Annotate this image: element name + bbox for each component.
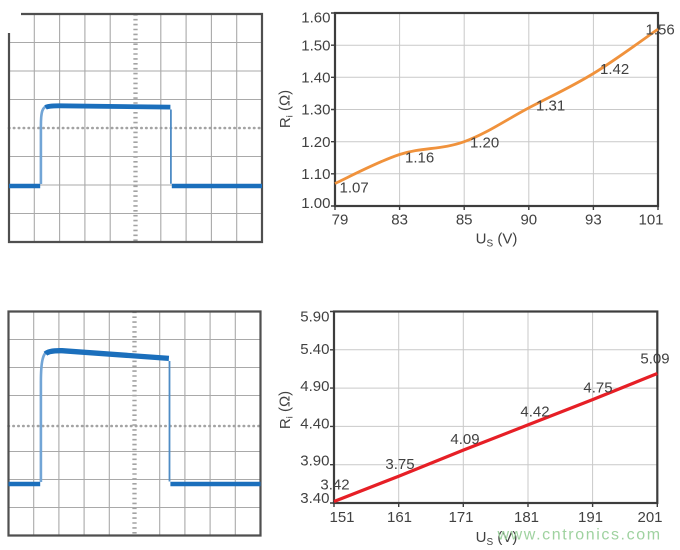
svg-text:101: 101: [638, 212, 663, 229]
svg-text:1.10: 1.10: [301, 166, 330, 183]
svg-text:5.09: 5.09: [640, 351, 669, 368]
svg-text:Ri (Ω): Ri (Ω): [277, 391, 296, 429]
svg-text:4.09: 4.09: [450, 431, 479, 448]
svg-text:1.40: 1.40: [301, 70, 330, 87]
svg-text:151: 151: [329, 509, 354, 526]
svg-text:3.40: 3.40: [300, 490, 329, 507]
svg-text:4.90: 4.90: [300, 378, 329, 395]
svg-text:85: 85: [456, 212, 473, 229]
svg-text:83: 83: [391, 212, 408, 229]
svg-text:201: 201: [637, 509, 662, 526]
svg-text:US (V): US (V): [476, 529, 518, 548]
svg-text:www.cntronics.com: www.cntronics.com: [497, 527, 662, 544]
svg-text:4.75: 4.75: [583, 380, 612, 397]
svg-text:1.31: 1.31: [536, 98, 565, 115]
svg-text:1.16: 1.16: [405, 150, 434, 167]
svg-text:5.40: 5.40: [300, 341, 329, 358]
svg-text:161: 161: [387, 509, 412, 526]
svg-text:1.42: 1.42: [600, 61, 629, 78]
svg-text:Ri (Ω): Ri (Ω): [277, 90, 296, 128]
svg-text:90: 90: [520, 212, 537, 229]
svg-text:1.60: 1.60: [301, 10, 330, 27]
svg-text:US (V): US (V): [476, 231, 518, 250]
svg-text:4.42: 4.42: [520, 404, 549, 421]
svg-text:171: 171: [448, 509, 473, 526]
svg-text:1.50: 1.50: [301, 37, 330, 54]
svg-text:4.40: 4.40: [300, 416, 329, 433]
svg-text:1.07: 1.07: [340, 180, 369, 197]
svg-text:3.42: 3.42: [320, 477, 349, 494]
svg-text:181: 181: [514, 509, 539, 526]
svg-text:1.00: 1.00: [301, 195, 330, 212]
svg-text:1.56: 1.56: [646, 22, 675, 39]
svg-text:79: 79: [332, 212, 349, 229]
svg-text:5.90: 5.90: [300, 309, 329, 326]
svg-text:93: 93: [585, 212, 602, 229]
svg-text:1.30: 1.30: [301, 102, 330, 119]
svg-text:1.20: 1.20: [470, 135, 499, 152]
svg-text:1.20: 1.20: [301, 134, 330, 151]
svg-text:191: 191: [578, 509, 603, 526]
svg-text:3.75: 3.75: [385, 456, 414, 473]
svg-text:3.90: 3.90: [300, 453, 329, 470]
